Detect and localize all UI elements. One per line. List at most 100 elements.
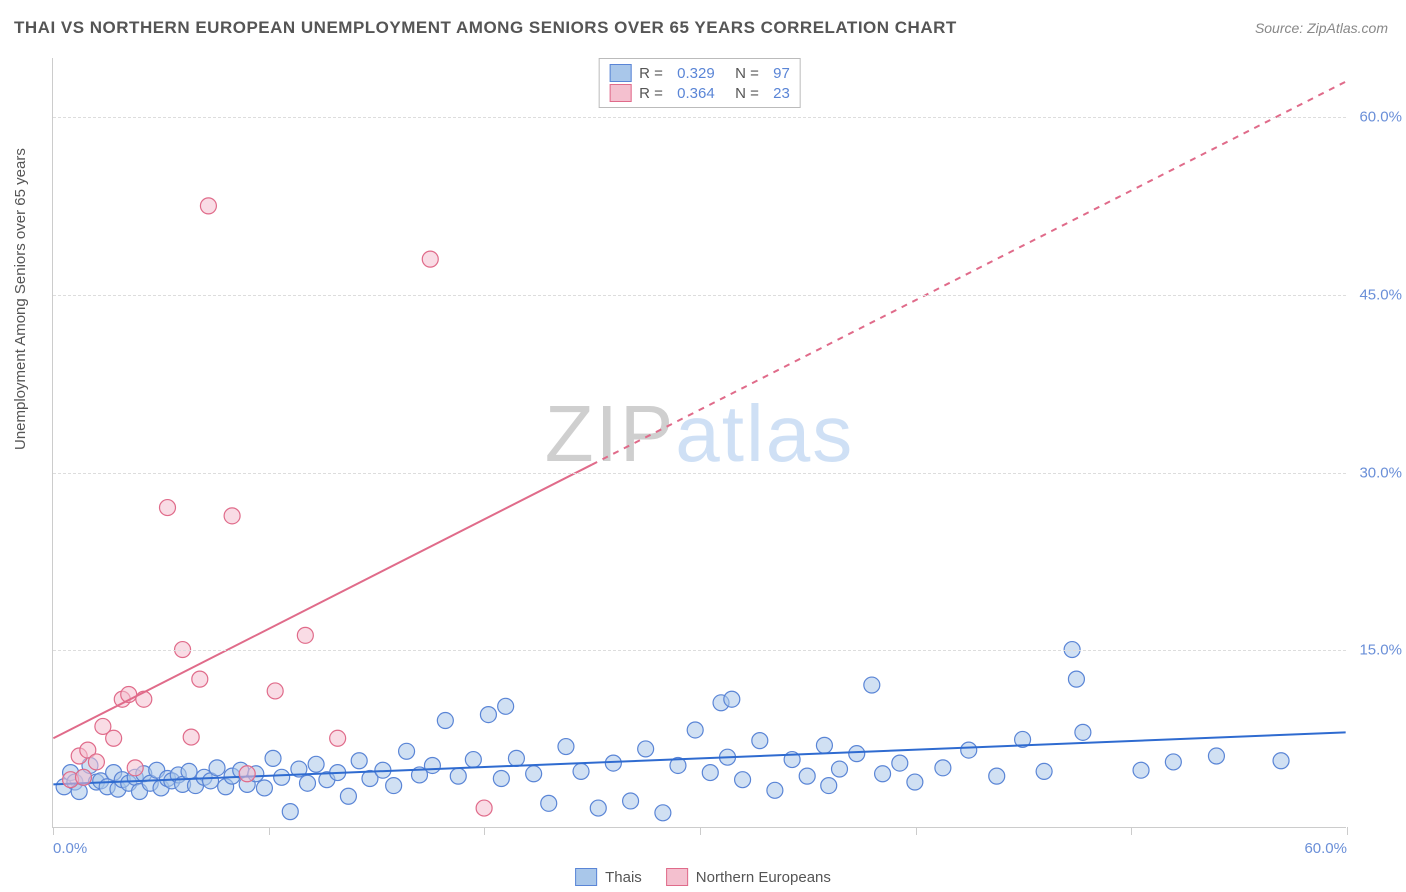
x-tick-label: 0.0% [53, 840, 87, 857]
data-point [875, 766, 891, 782]
x-tick [700, 827, 701, 835]
data-point [340, 788, 356, 804]
data-point [1075, 724, 1091, 740]
data-point [638, 741, 654, 757]
data-point [1068, 671, 1084, 687]
data-point [465, 752, 481, 768]
data-point [573, 763, 589, 779]
data-point [422, 251, 438, 267]
y-axis-label: Unemployment Among Seniors over 65 years [12, 148, 29, 450]
data-point [200, 198, 216, 214]
legend-swatch [666, 868, 688, 886]
data-point [76, 769, 92, 785]
data-point [907, 774, 923, 790]
data-point [265, 750, 281, 766]
x-tick [1347, 827, 1348, 835]
data-point [351, 753, 367, 769]
data-point [526, 766, 542, 782]
data-point [106, 730, 122, 746]
legend-series: Thais Northern Europeans [575, 868, 831, 886]
data-point [160, 500, 176, 516]
data-point [655, 805, 671, 821]
x-tick [53, 827, 54, 835]
data-point [735, 772, 751, 788]
data-point [892, 755, 908, 771]
data-point [308, 756, 324, 772]
chart-title: THAI VS NORTHERN EUROPEAN UNEMPLOYMENT A… [14, 18, 957, 38]
y-tick-label: 45.0% [1359, 286, 1402, 303]
data-point [480, 707, 496, 723]
gridline [53, 650, 1346, 651]
trend-line [53, 465, 591, 739]
data-point [386, 778, 402, 794]
data-point [590, 800, 606, 816]
source-label: Source: ZipAtlas.com [1255, 20, 1388, 36]
legend-item: Thais [575, 868, 642, 886]
data-point [541, 795, 557, 811]
data-point [127, 760, 143, 776]
data-point [724, 691, 740, 707]
data-point [849, 746, 865, 762]
data-point [558, 739, 574, 755]
y-tick-label: 60.0% [1359, 109, 1402, 126]
legend-item: Northern Europeans [666, 868, 831, 886]
data-point [181, 763, 197, 779]
data-point [816, 737, 832, 753]
data-point [297, 627, 313, 643]
data-point [1133, 762, 1149, 778]
data-point [752, 733, 768, 749]
data-point [476, 800, 492, 816]
scatter-svg [53, 58, 1346, 827]
data-point [239, 766, 255, 782]
data-point [1208, 748, 1224, 764]
data-point [508, 750, 524, 766]
data-point [767, 782, 783, 798]
data-point [821, 778, 837, 794]
data-point [702, 765, 718, 781]
data-point [864, 677, 880, 693]
data-point [282, 804, 298, 820]
data-point [424, 757, 440, 773]
data-point [267, 683, 283, 699]
data-point [183, 729, 199, 745]
trend-line-dashed [592, 82, 1346, 465]
x-tick [916, 827, 917, 835]
data-point [935, 760, 951, 776]
gridline [53, 473, 1346, 474]
y-tick-label: 30.0% [1359, 464, 1402, 481]
data-point [300, 775, 316, 791]
data-point [224, 508, 240, 524]
data-point [88, 754, 104, 770]
data-point [274, 769, 290, 785]
data-point [450, 768, 466, 784]
data-point [1165, 754, 1181, 770]
gridline [53, 295, 1346, 296]
data-point [399, 743, 415, 759]
data-point [687, 722, 703, 738]
data-point [209, 760, 225, 776]
data-point [605, 755, 621, 771]
x-tick-label: 60.0% [1304, 840, 1347, 857]
data-point [961, 742, 977, 758]
data-point [192, 671, 208, 687]
data-point [623, 793, 639, 809]
y-tick-label: 15.0% [1359, 642, 1402, 659]
data-point [832, 761, 848, 777]
data-point [437, 713, 453, 729]
data-point [498, 698, 514, 714]
data-point [989, 768, 1005, 784]
x-tick [269, 827, 270, 835]
data-point [799, 768, 815, 784]
legend-label: Northern Europeans [696, 869, 831, 886]
legend-swatch [575, 868, 597, 886]
x-tick [1131, 827, 1132, 835]
plot-area: ZIPatlas R =0.329N =97R =0.364N =23 15.0… [52, 58, 1346, 828]
data-point [256, 780, 272, 796]
gridline [53, 117, 1346, 118]
data-point [330, 730, 346, 746]
data-point [136, 691, 152, 707]
data-point [1036, 763, 1052, 779]
legend-label: Thais [605, 869, 642, 886]
data-point [493, 771, 509, 787]
x-tick [484, 827, 485, 835]
